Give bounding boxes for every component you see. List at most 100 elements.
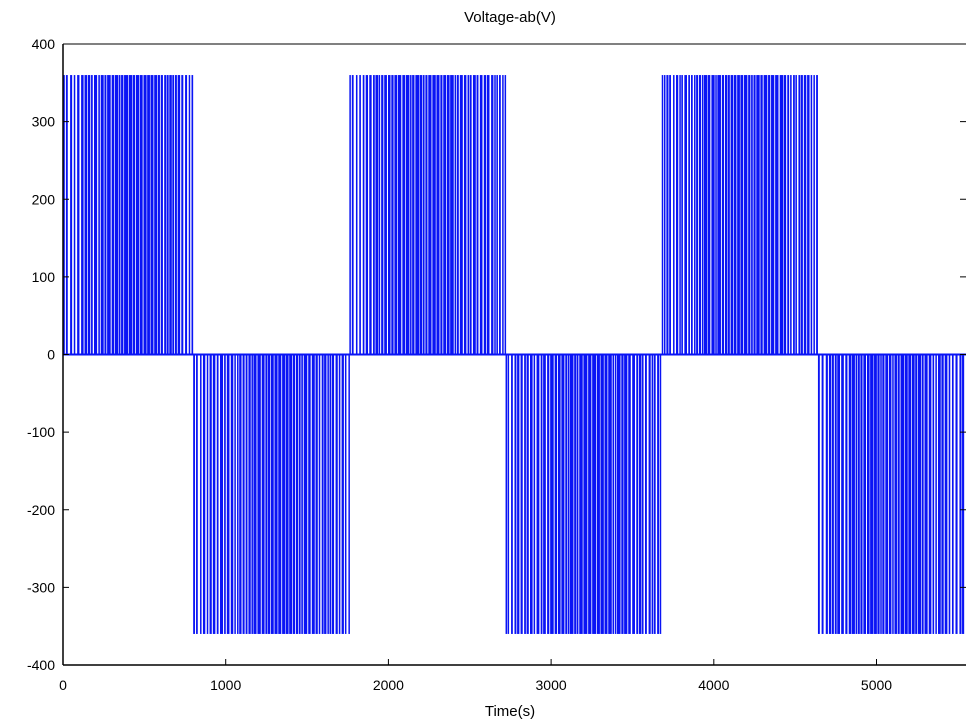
pwm-pulse [751,75,753,355]
pwm-pulse [274,354,278,634]
pwm-pulse [206,354,209,634]
pwm-pulse [888,354,892,634]
pwm-pulse [212,354,216,634]
x-tick-label: 2000 [373,677,404,693]
pwm-pulse [265,354,268,634]
pwm-pulse [476,75,479,355]
pwm-pulse [543,354,546,634]
pwm-pulse [282,354,286,634]
pwm-pulse [486,75,490,355]
pwm-pulse [139,75,143,355]
pwm-pulse [499,75,501,355]
pwm-pulse [744,75,748,355]
pwm-pulse [771,75,775,355]
pwm-pulse [185,75,188,355]
pwm-pulse [740,75,744,355]
pwm-pulse [932,354,935,634]
pwm-pulse [669,75,671,355]
pwm-pulse [432,75,436,355]
pwm-pulse [874,354,877,634]
pwm-pulse [944,354,948,634]
pwm-pulse [107,75,111,355]
pwm-pulse [681,75,683,355]
pwm-pulse [114,75,119,355]
pwm-pulse [848,354,852,634]
pwm-pulse [928,354,932,634]
x-tick-label: 0 [59,677,67,693]
pwm-pulse [505,354,508,634]
plot-area [63,44,966,665]
pwm-pulse [335,354,338,634]
pwm-pulse [787,75,790,355]
pwm-pulse [715,75,717,355]
pwm-pulse [855,354,858,634]
x-axis-label: Time(s) [485,703,535,720]
pwm-pulse [440,75,443,355]
pwm-pulse [121,75,124,355]
pwm-pulse [648,354,651,634]
pwm-pulse [834,354,837,634]
pwm-pulse [900,354,905,634]
pwm-pulse [701,75,704,355]
pwm-pulse [191,75,194,355]
pwm-pulse [696,75,699,355]
pwm-pulse [810,75,813,355]
pwm-pulse [908,354,912,634]
pwm-pulse [472,75,476,355]
pwm-pulse [348,354,350,634]
pwm-pulse [369,75,372,355]
pwm-pulse [730,75,734,355]
pwm-pulse [384,75,387,355]
pwm-pulse [219,354,224,634]
pwm-pulse [915,354,918,634]
pwm-pulse [644,354,647,634]
pwm-pulse [877,354,880,634]
pwm-pulse [748,75,751,355]
pwm-segment [661,75,818,355]
pwm-pulse [911,354,915,634]
pwm-segment [349,75,507,355]
x-tick-label: 1000 [210,677,241,693]
pwm-pulse [779,75,784,355]
pwm-pulse [831,354,834,634]
pwm-pulse [561,354,565,634]
pwm-pulse [837,354,841,634]
pwm-pulse [135,75,140,355]
pwm-pulse [329,354,332,634]
pwm-pulse [436,75,440,355]
pwm-pulse [230,354,234,634]
pwm-pulse [721,75,725,355]
pwm-pulse [917,354,922,634]
pwm-pulse [955,354,958,634]
pwm-pulse [813,75,815,355]
pwm-pulse [885,354,889,634]
pwm-pulse [524,354,526,634]
pwm-pulse [65,75,68,355]
pwm-pulse [270,354,274,634]
pwm-pulse [612,354,615,634]
pwm-pulse [373,75,375,355]
pwm-pulse [651,354,654,634]
pwm-pulse [529,354,533,634]
pwm-pulse [807,75,810,355]
pwm-pulse [793,75,795,355]
pwm-pulse [91,75,93,355]
pwm-pulse [419,75,423,355]
pwm-pulse [547,354,550,634]
pwm-pulse [733,75,737,355]
pwm-pulse [935,354,937,634]
pwm-pulse [104,75,107,355]
x-tick-label: 3000 [536,677,567,693]
pwm-pulse [338,354,341,634]
pwm-pulse [798,75,801,355]
pwm-pulse [331,354,335,634]
pwm-pulse [93,75,98,355]
pwm-pulse [87,75,91,355]
pwm-pulse [428,75,432,355]
y-tick-label: -100 [27,424,55,440]
pwm-pulse [73,75,76,355]
pwm-pulse [688,75,690,355]
pwm-pulse [653,354,656,634]
pwm-pulse [657,354,660,634]
y-ticks: 400 300 200 100 0 -100 -200 -300 -400 [27,36,966,673]
